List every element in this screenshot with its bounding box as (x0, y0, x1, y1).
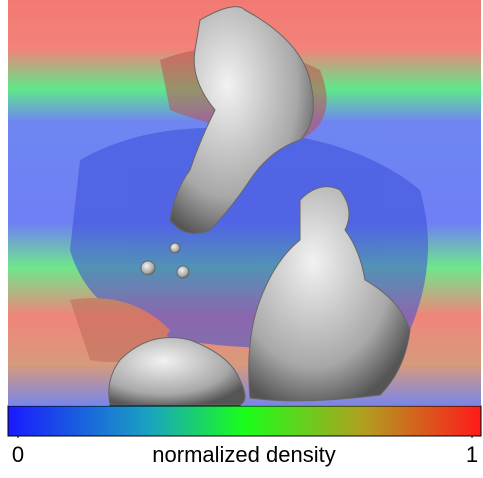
colorbar-tick-label: 1 (466, 442, 478, 467)
colorbar-tick-label: 0 (12, 442, 24, 467)
protein-surface (108, 6, 411, 406)
colorbar-label: normalized density (152, 442, 335, 467)
colorbar (7, 405, 482, 437)
